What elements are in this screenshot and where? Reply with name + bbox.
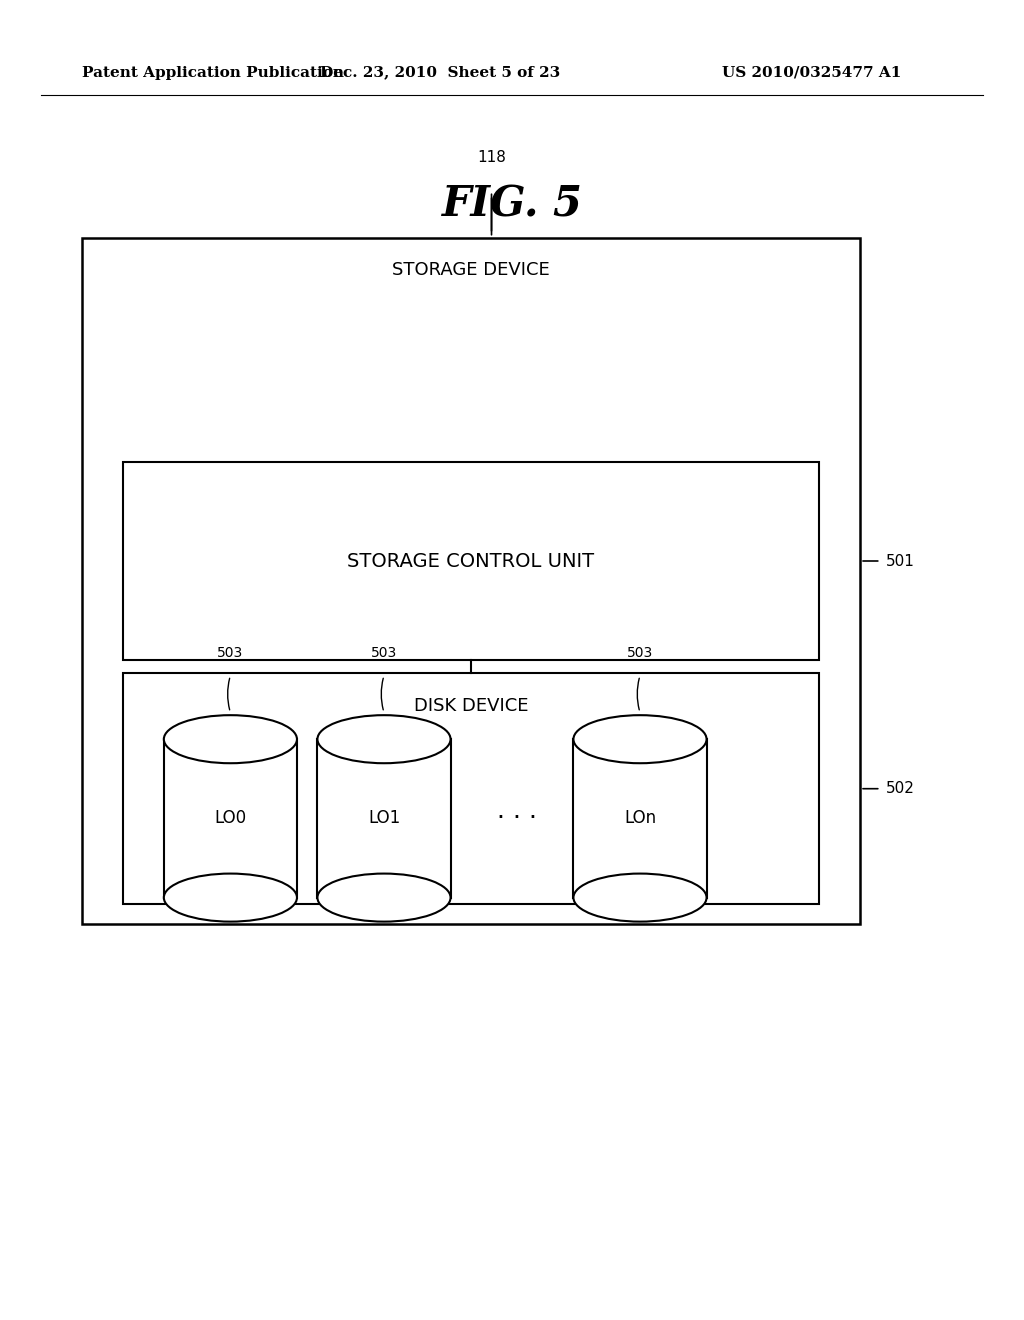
Text: STORAGE DEVICE: STORAGE DEVICE <box>392 261 550 280</box>
Text: LO1: LO1 <box>368 809 400 828</box>
Text: 503: 503 <box>371 645 397 660</box>
Text: Patent Application Publication: Patent Application Publication <box>82 66 344 79</box>
Ellipse shape <box>573 715 707 763</box>
Text: FIG. 5: FIG. 5 <box>441 183 583 226</box>
Text: 503: 503 <box>217 645 244 660</box>
FancyBboxPatch shape <box>123 462 819 660</box>
FancyBboxPatch shape <box>82 238 860 924</box>
Text: DISK DEVICE: DISK DEVICE <box>414 697 528 715</box>
FancyBboxPatch shape <box>573 739 707 898</box>
Text: 502: 502 <box>886 781 914 796</box>
Text: STORAGE CONTROL UNIT: STORAGE CONTROL UNIT <box>347 552 595 570</box>
Ellipse shape <box>317 715 451 763</box>
Text: LOn: LOn <box>624 809 656 828</box>
FancyBboxPatch shape <box>164 739 297 898</box>
Text: · · ·: · · · <box>497 807 538 830</box>
Text: US 2010/0325477 A1: US 2010/0325477 A1 <box>722 66 901 79</box>
Ellipse shape <box>573 874 707 921</box>
Ellipse shape <box>164 874 297 921</box>
Text: 501: 501 <box>886 553 914 569</box>
FancyBboxPatch shape <box>317 739 451 898</box>
Text: 118: 118 <box>477 150 506 165</box>
FancyBboxPatch shape <box>123 673 819 904</box>
Ellipse shape <box>164 715 297 763</box>
Text: LO0: LO0 <box>214 809 247 828</box>
Ellipse shape <box>317 874 451 921</box>
Text: 503: 503 <box>627 645 653 660</box>
Text: Dec. 23, 2010  Sheet 5 of 23: Dec. 23, 2010 Sheet 5 of 23 <box>321 66 560 79</box>
